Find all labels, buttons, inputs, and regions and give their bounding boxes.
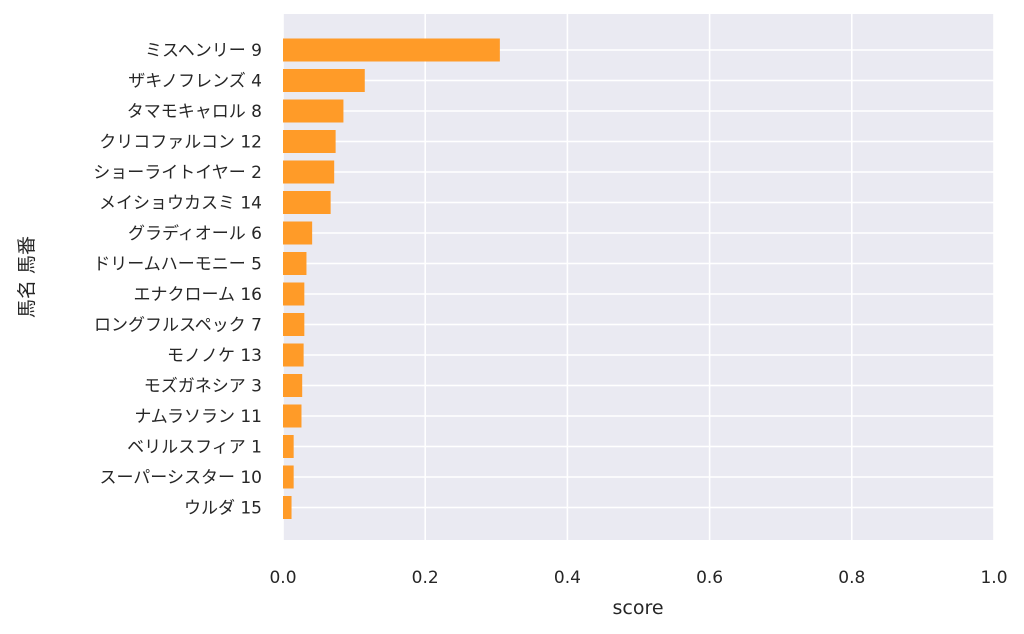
bar bbox=[283, 221, 313, 245]
bar bbox=[283, 282, 305, 306]
y-tick-label: ロングフルスペック 7 bbox=[94, 316, 262, 336]
x-tick-label: 0.0 bbox=[269, 568, 296, 588]
y-tick-label: ドリームハーモニー 5 bbox=[93, 255, 262, 275]
y-tick-label: クリコファルコン 12 bbox=[99, 133, 262, 153]
y-tick-label: ウルダ 15 bbox=[184, 499, 262, 519]
y-tick-label: ザキノフレンズ 4 bbox=[128, 72, 262, 92]
bar bbox=[283, 99, 344, 123]
x-tick-label: 0.2 bbox=[412, 568, 439, 588]
bar bbox=[283, 313, 305, 336]
bar bbox=[283, 130, 336, 153]
bar bbox=[283, 404, 302, 428]
y-tick-label: モノノケ 13 bbox=[167, 346, 262, 366]
x-axis-title: score bbox=[612, 597, 663, 619]
y-tick-label: ミスヘンリー 9 bbox=[145, 41, 262, 61]
y-tick-label: メイショウカスミ 14 bbox=[99, 194, 262, 214]
bar bbox=[283, 69, 365, 92]
x-tick-labels: 0.0 0.2 0.4 0.6 0.8 1.0 bbox=[269, 568, 1007, 588]
x-tick-label: 0.6 bbox=[696, 568, 723, 588]
x-tick-label: 0.4 bbox=[554, 568, 581, 588]
y-tick-label: スーパーシスター 10 bbox=[99, 468, 262, 488]
bar bbox=[283, 160, 335, 184]
plot-area bbox=[283, 14, 994, 540]
x-tick-label: 1.0 bbox=[980, 568, 1007, 588]
bar bbox=[283, 252, 307, 275]
bar bbox=[283, 191, 331, 214]
y-tick-label: グラディオール 6 bbox=[128, 223, 262, 244]
bars bbox=[283, 38, 500, 519]
bar bbox=[283, 374, 303, 397]
bar bbox=[283, 465, 294, 489]
y-tick-label: タマモキャロル 8 bbox=[127, 102, 262, 122]
y-tick-label: ナムラソラン 11 bbox=[134, 407, 262, 427]
y-tick-label: ショーライトイヤー 2 bbox=[93, 163, 262, 183]
y-axis-title: 馬名 馬番 bbox=[16, 236, 38, 318]
bar bbox=[283, 496, 292, 519]
y-tick-label: ベリルスフィア 1 bbox=[127, 438, 262, 458]
y-tick-label: モズガネシア 3 bbox=[144, 377, 262, 397]
x-tick-label: 0.8 bbox=[838, 568, 865, 588]
y-tick-labels: ミスヘンリー 9 ザキノフレンズ 4 タマモキャロル 8 クリコファルコン 12 ショー… bbox=[93, 41, 262, 519]
bar bbox=[283, 38, 500, 62]
bar bbox=[283, 343, 304, 367]
y-tick-label: エナクローム 16 bbox=[133, 285, 262, 305]
bar bbox=[283, 435, 294, 458]
gridlines bbox=[282, 14, 995, 540]
